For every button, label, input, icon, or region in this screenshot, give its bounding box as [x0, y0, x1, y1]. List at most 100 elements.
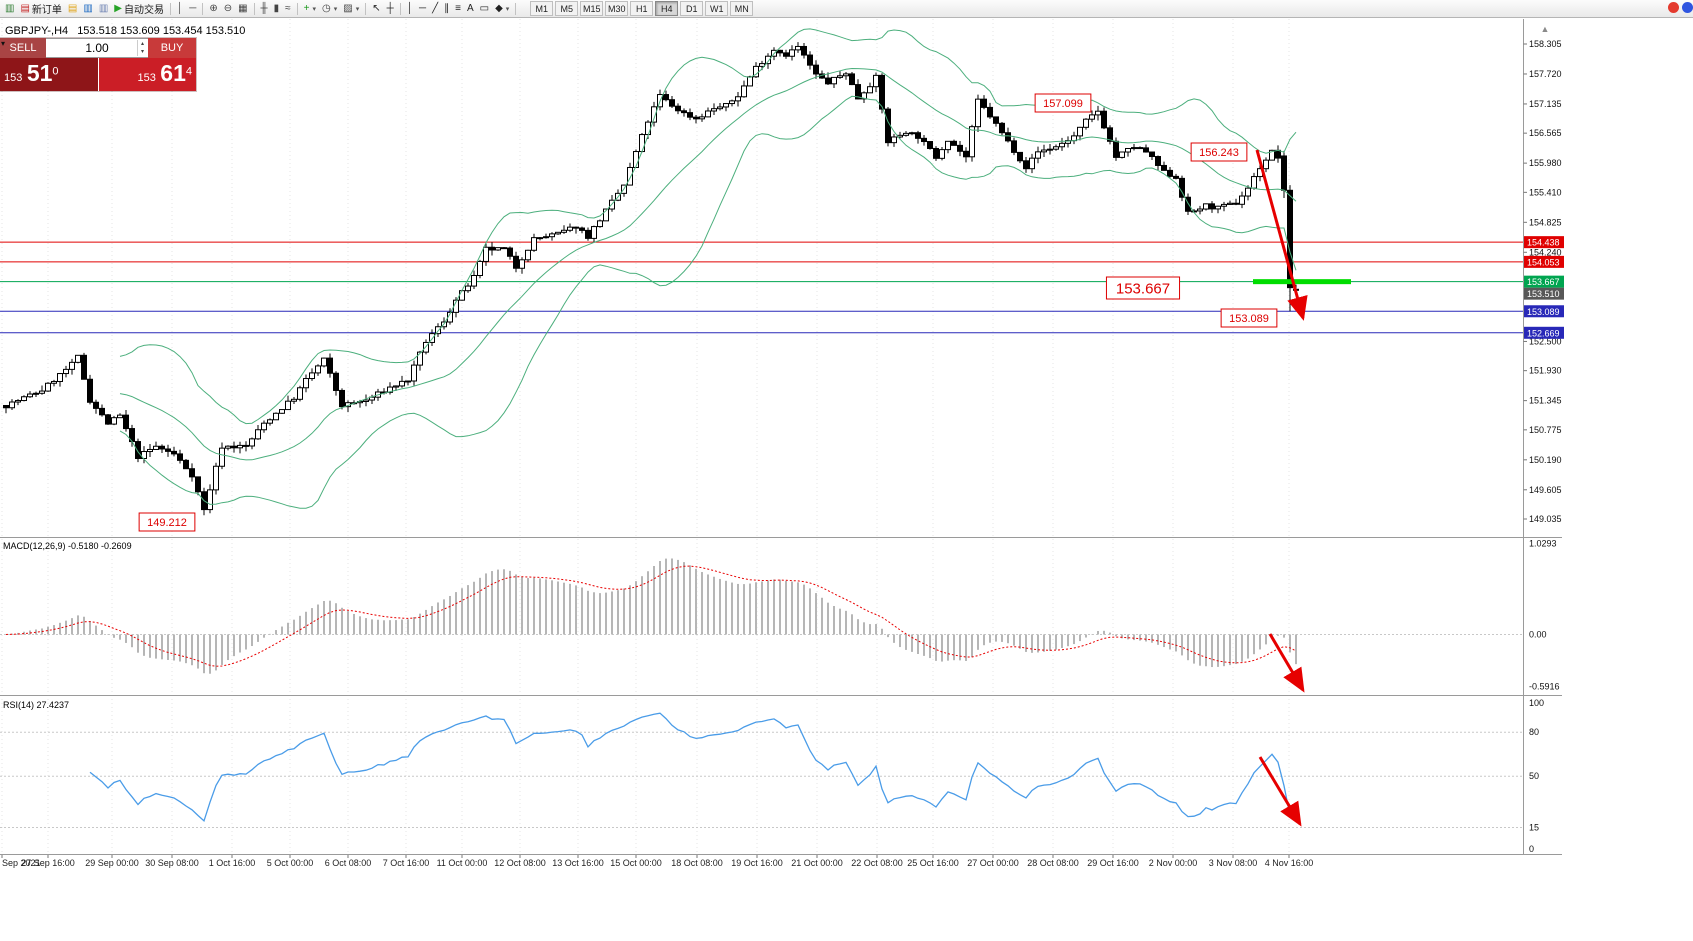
chart-ohlc-header: GBPJPY-,H4 153.518 153.609 153.454 153.51…: [5, 25, 245, 37]
trendline-tool-icon-glyph: ╱: [432, 2, 439, 14]
svg-text:149.605: 149.605: [1529, 485, 1562, 495]
zoom-in-icon[interactable]: ⊕: [206, 1, 220, 17]
bid-price[interactable]: 153 510: [0, 58, 98, 91]
timeframe-m1-button[interactable]: M1: [530, 1, 554, 16]
sell-button[interactable]: SELL: [0, 38, 46, 58]
candlestick-chart-type-icon-glyph: ▮: [273, 2, 280, 14]
svg-text:15: 15: [1529, 823, 1539, 833]
svg-text:157.720: 157.720: [1529, 69, 1562, 79]
svg-text:29 Oct 16:00: 29 Oct 16:00: [1087, 858, 1139, 868]
timeframe-w1-button[interactable]: W1: [705, 1, 729, 16]
panel-separators[interactable]: [0, 19, 1562, 855]
svg-text:30 Sep 08:00: 30 Sep 08:00: [145, 858, 199, 868]
line-chart-type-icon[interactable]: ≈: [282, 1, 294, 17]
timeframe-mn-button[interactable]: MN: [730, 1, 754, 16]
svg-text:Sep 2021: Sep 2021: [2, 858, 41, 868]
timeframe-d1-button[interactable]: D1: [680, 1, 704, 16]
volume-input[interactable]: 1.00 ▴ ▾: [46, 38, 148, 58]
trade-panel-price-row: 153 510 153 614: [0, 58, 196, 91]
horizontal-line-icon[interactable]: ─: [186, 1, 199, 17]
timeframe-m30-button[interactable]: M30: [605, 1, 629, 16]
price-annotations[interactable]: 157.099 156.243 153.667 153.089 149.212: [138, 93, 1278, 532]
market-watch-icon[interactable]: ▤: [65, 1, 80, 17]
ask-price[interactable]: 153 614: [97, 58, 196, 91]
timeframe-h4-button[interactable]: H4: [655, 1, 679, 16]
data-window-icon-glyph: ▥: [83, 2, 93, 14]
svg-text:149.035: 149.035: [1529, 514, 1562, 524]
new-order-button-label: 新订单: [31, 5, 62, 16]
trend-arrow-objects[interactable]: [1255, 149, 1308, 827]
templates-icon-dropdown-icon[interactable]: ▾: [355, 5, 360, 13]
bid-prefix: 153: [4, 72, 23, 84]
timeframe-m15-button[interactable]: M15: [580, 1, 604, 16]
templates-icon-glyph: ▨: [343, 2, 353, 14]
svg-text:22 Oct 08:00: 22 Oct 08:00: [851, 858, 903, 868]
timeframe-m5-button[interactable]: M5: [555, 1, 579, 16]
toolbar-separator: [169, 2, 171, 15]
label-tool-icon-glyph: ▭: [479, 2, 490, 14]
svg-text:28 Oct 08:00: 28 Oct 08:00: [1027, 858, 1079, 868]
zoom-out-icon[interactable]: ⊖: [221, 1, 235, 17]
text-tool-icon[interactable]: A: [464, 1, 477, 17]
vline-tool-icon[interactable]: │: [404, 1, 416, 17]
crosshair-icon[interactable]: ┼: [384, 1, 397, 17]
svg-text:100: 100: [1529, 698, 1544, 708]
hline-tool-icon-glyph: ─: [418, 2, 427, 14]
trendline-tool-icon[interactable]: ╱: [429, 1, 441, 17]
svg-text:50: 50: [1529, 771, 1539, 781]
hline-tool-icon[interactable]: ─: [416, 1, 429, 17]
macd-signal-line: [5, 565, 1297, 667]
svg-text:25 Oct 16:00: 25 Oct 16:00: [907, 858, 959, 868]
channel-tool-icon[interactable]: ∥: [441, 1, 452, 17]
candlestick-chart-type-icon[interactable]: ▮: [271, 1, 283, 17]
trade-panel-toggle-icon[interactable]: ▾: [1, 39, 6, 48]
new-order-button[interactable]: ▤ 新订单: [17, 1, 64, 17]
rsi-label: RSI(14) 27.4237: [3, 700, 69, 710]
shapes-tool-icon-dropdown-icon[interactable]: ▾: [505, 5, 510, 13]
templates-icon[interactable]: ▨ ▾: [340, 1, 362, 17]
svg-text:153.089: 153.089: [1229, 313, 1269, 325]
tile-windows-icon[interactable]: ▦: [235, 1, 250, 17]
buy-button[interactable]: BUY: [148, 38, 196, 58]
blue-dot-icon: [1682, 2, 1693, 13]
label-tool-icon[interactable]: ▭: [477, 1, 492, 17]
timeframe-buttons: M1 M5 M15 M30 H1 H4 D1 W1 MN: [529, 1, 754, 16]
bollinger-bands: [119, 28, 1297, 509]
bid-big-digits: 51: [26, 60, 53, 86]
cursor-icon[interactable]: ↖: [369, 1, 383, 17]
svg-text:153.667: 153.667: [1527, 277, 1560, 287]
svg-text:1.0293: 1.0293: [1529, 539, 1557, 549]
navigator-icon[interactable]: ▥: [96, 1, 111, 17]
cursor-icon-glyph: ↖: [372, 2, 381, 14]
volume-down-icon[interactable]: ▾: [140, 49, 144, 55]
vline-tool-icon-glyph: │: [406, 2, 413, 14]
chart-window-icon[interactable]: ▥: [2, 1, 17, 17]
periods-icon-dropdown-icon[interactable]: ▾: [333, 5, 338, 13]
toolbar-separator: [365, 2, 367, 15]
svg-text:156.243: 156.243: [1199, 147, 1239, 159]
svg-text:13 Oct 16:00: 13 Oct 16:00: [552, 858, 604, 868]
ask-prefix: 153: [137, 72, 156, 84]
indicators-icon-dropdown-icon[interactable]: ▾: [312, 5, 317, 13]
scroll-up-icon[interactable]: ▲: [1540, 24, 1550, 34]
toolbar-separator: [515, 2, 517, 15]
periods-icon[interactable]: ◷ ▾: [319, 1, 340, 17]
thick-green-line-object[interactable]: [1253, 279, 1351, 285]
bar-chart-type-icon[interactable]: ╫: [258, 1, 271, 17]
svg-text:6 Oct 08:00: 6 Oct 08:00: [325, 858, 372, 868]
indicators-icon[interactable]: + ▾: [301, 1, 319, 17]
auto-trading-button[interactable]: ▶ 自动交易: [111, 1, 167, 17]
timeframe-h1-button[interactable]: H1: [630, 1, 654, 16]
zoom-out-icon-glyph: ⊖: [223, 2, 233, 14]
svg-text:27 Oct 00:00: 27 Oct 00:00: [967, 858, 1019, 868]
svg-text:152.669: 152.669: [1527, 328, 1560, 338]
vertical-line-icon[interactable]: │: [174, 1, 186, 17]
fibonacci-tool-icon[interactable]: ≡: [452, 1, 464, 17]
shapes-tool-icon[interactable]: ◆ ▾: [492, 1, 512, 17]
svg-text:7 Oct 16:00: 7 Oct 16:00: [383, 858, 430, 868]
volume-up-icon[interactable]: ▴: [140, 41, 144, 47]
data-window-icon[interactable]: ▥: [80, 1, 95, 17]
bid-pip-digit: 0: [52, 65, 59, 78]
